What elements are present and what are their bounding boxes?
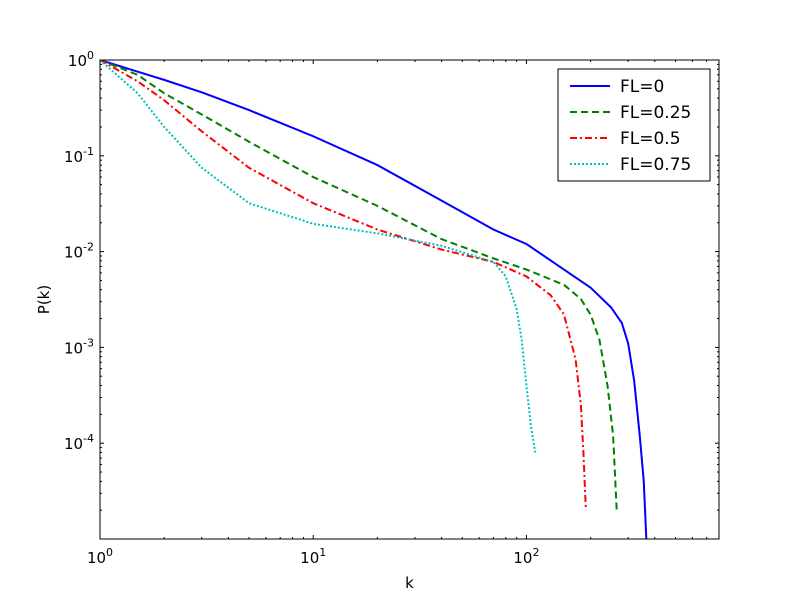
legend-label-3: FL=0.5 (620, 129, 681, 149)
x-tick-label: 102 (513, 546, 539, 567)
y-tick-label: 10-4 (64, 432, 94, 453)
series-line-1 (100, 60, 648, 539)
legend: FL=0 FL=0.25 FL=0.5 FL=0.75 (557, 68, 711, 182)
legend-label-4: FL=0.75 (620, 155, 691, 175)
x-axis-label: k (405, 574, 414, 592)
y-tick-label: 10-1 (64, 145, 94, 166)
x-tick-label: 100 (87, 546, 113, 567)
y-axis-label: P(k) (35, 285, 53, 314)
y-tick-label: 100 (68, 49, 94, 70)
x-axis: 100 101 102 (87, 60, 720, 567)
y-tick-label: 10-3 (64, 336, 94, 357)
plot-frame (99, 59, 720, 540)
y-axis: 100 10-1 10-2 10-3 10-4 (64, 49, 719, 511)
series-layer (100, 60, 648, 539)
x-tick-label: 101 (300, 546, 326, 567)
series-line-2 (100, 60, 618, 511)
legend-box (557, 68, 711, 182)
series-line-4 (100, 60, 537, 453)
legend-label-2: FL=0.25 (620, 103, 691, 123)
y-tick-label: 10-2 (64, 241, 94, 262)
series-line-3 (100, 60, 587, 511)
legend-label-1: FL=0 (620, 77, 664, 97)
